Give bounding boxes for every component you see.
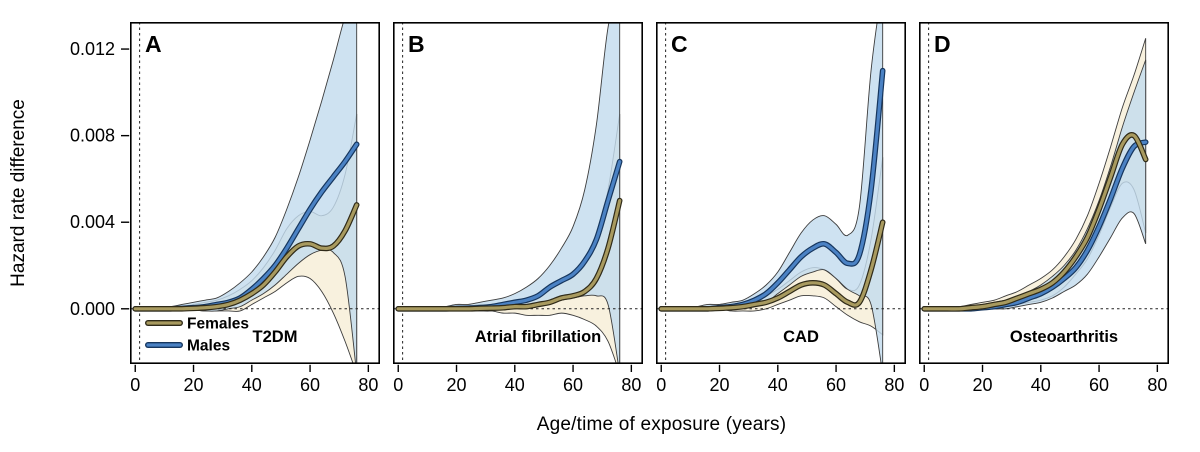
x-tick-label: 40: [768, 375, 788, 395]
males-ci-band: [923, 59, 1147, 310]
panel-d: 0 20 40 60 80 D Osteoarthritis: [919, 12, 1169, 404]
x-tick-label: 60: [1089, 375, 1109, 395]
x-tick-label: 80: [358, 375, 378, 395]
x-tick-label: 20: [710, 375, 730, 395]
x-tick-label: 0: [656, 375, 666, 395]
plot-area: [130, 22, 380, 364]
legend-label: Females: [187, 316, 249, 333]
panel-letter: D: [934, 31, 951, 57]
x-tick-label: 20: [447, 375, 467, 395]
panel-letter: C: [671, 31, 688, 57]
panel-border: [130, 22, 380, 364]
x-tick-label: 0: [130, 375, 140, 395]
x-tick-label: 20: [184, 375, 204, 395]
x-tick-label: 80: [884, 375, 904, 395]
panel-c-chart: 0 20 40 60 80 C CAD: [656, 22, 906, 395]
x-tick-label: 40: [1031, 375, 1051, 395]
x-tick-label: 60: [826, 375, 846, 395]
x-tick-label: 60: [300, 375, 320, 395]
y-tick-label: 0.012: [70, 39, 115, 59]
females-line: [133, 203, 359, 311]
panel-c: 0 20 40 60 80 C CAD: [656, 12, 906, 404]
panel-border: [393, 22, 643, 364]
panel-letter: B: [408, 31, 425, 57]
plot-area: [919, 22, 1169, 364]
panels-row: 0 20 40 60 80 A T2DM Females Males 0 20 40 60 80 B Atri…: [130, 12, 1169, 404]
panel-letter: A: [145, 31, 162, 57]
x-tick-label: 60: [563, 375, 583, 395]
plot-area: [393, 22, 643, 364]
y-tick-label: 0.000: [70, 299, 115, 319]
females-line: [396, 198, 622, 311]
panel-b: 0 20 40 60 80 B Atrial fibrillation: [393, 12, 643, 404]
y-axis-ticks: 0.000 0.004 0.008 0.012: [70, 39, 130, 319]
y-tick-label: 0.004: [70, 212, 115, 232]
legend-label: Males: [187, 338, 230, 355]
panel-border: [656, 22, 906, 364]
females-line: [659, 220, 885, 311]
plot-area: [656, 22, 906, 364]
condition-label: Atrial fibrillation: [475, 328, 602, 346]
panel-border: [919, 22, 1169, 364]
y-axis-title: Hazard rate difference: [8, 99, 29, 287]
x-tick-label: 40: [242, 375, 262, 395]
x-tick-label: 0: [393, 375, 403, 395]
females-line: [922, 133, 1148, 311]
panel-b-chart: 0 20 40 60 80 B Atrial fibrillation: [393, 22, 643, 395]
males-ci-band: [660, 22, 884, 364]
condition-label: T2DM: [253, 328, 298, 346]
legend: Females Males: [145, 316, 249, 355]
x-tick-label: 80: [621, 375, 641, 395]
x-tick-label: 20: [973, 375, 993, 395]
condition-label: CAD: [783, 328, 819, 346]
panel-a: 0 20 40 60 80 A T2DM Females Males: [130, 12, 380, 404]
y-axis: Hazard rate difference 0.0000.0040.0080.…: [8, 39, 130, 319]
y-tick-label: 0.008: [70, 126, 115, 146]
x-axis-title: Age/time of exposure (years): [536, 414, 787, 435]
x-tick-label: 40: [505, 375, 525, 395]
x-tick-label: 0: [919, 375, 929, 395]
x-tick-label: 80: [1147, 375, 1167, 395]
panel-d-chart: 0 20 40 60 80 D Osteoarthritis: [919, 22, 1169, 395]
condition-label: Osteoarthritis: [1010, 328, 1118, 346]
